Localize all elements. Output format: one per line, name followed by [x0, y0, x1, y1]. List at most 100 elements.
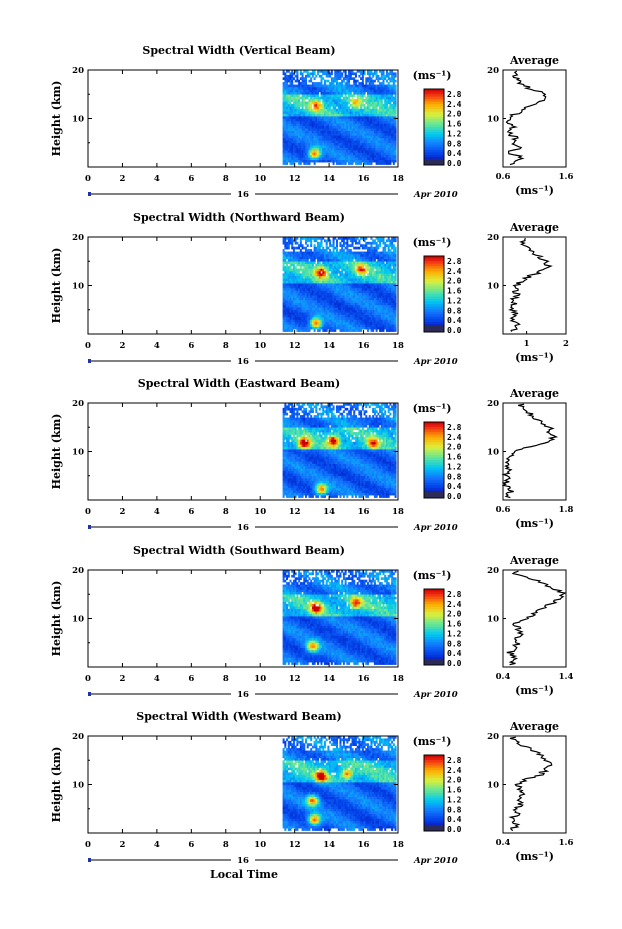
heatmap-cell [323, 263, 326, 267]
heatmap-cell [368, 302, 371, 306]
heatmap-cell [305, 312, 308, 315]
heatmap-cell [341, 297, 344, 301]
heatmap-cell [389, 324, 392, 328]
heatmap-cell [292, 123, 295, 127]
heatmap-cell [308, 157, 311, 161]
heatmap-cell [384, 312, 387, 315]
heatmap-cell [284, 287, 287, 291]
heatmap-cell [292, 150, 295, 153]
heatmap-cell [291, 329, 294, 332]
heatmap-cell [341, 317, 344, 320]
heatmap-cell [353, 300, 356, 303]
heatmap-cell [301, 251, 304, 255]
heatmap-cell [303, 314, 306, 318]
heatmap-cell [308, 278, 311, 281]
heatmap-cell [351, 275, 354, 279]
heatmap-cell [379, 292, 382, 296]
heatmap-cell [311, 133, 314, 136]
heatmap-cell [303, 140, 306, 144]
heatmap-cell [385, 74, 388, 78]
heatmap-cell [373, 106, 376, 110]
heatmap-cell [286, 251, 289, 255]
heatmap-cell [368, 150, 371, 153]
heatmap-cell [282, 473, 285, 477]
heatmap-cell [358, 297, 361, 301]
heatmap-cell [380, 103, 383, 107]
heatmap-cell [379, 135, 382, 139]
heatmap-cell [360, 266, 363, 269]
heatmap-cell [282, 237, 285, 240]
heatmap-cell [282, 427, 285, 430]
heatmap-cell [298, 145, 301, 148]
heatmap-cell [322, 285, 325, 289]
heatmap-cell [342, 292, 345, 296]
heatmap-cell [282, 412, 285, 416]
heatmap-cell [329, 266, 332, 269]
heatmap-cell [292, 317, 295, 320]
heatmap-cell [346, 246, 349, 250]
heatmap-cell [311, 290, 314, 294]
heatmap-cell [392, 91, 395, 95]
heatmap-cell [363, 140, 366, 144]
heatmap-cell [346, 113, 349, 117]
heatmap-cell [282, 159, 285, 163]
heatmap-cell [342, 290, 345, 294]
heatmap-cell [392, 137, 395, 141]
heatmap-cell [382, 292, 385, 296]
heatmap-cell [392, 123, 395, 127]
heatmap-cell [385, 295, 388, 298]
heatmap-cell [317, 319, 320, 323]
heatmap-cell [318, 278, 321, 281]
heatmap-cell [311, 142, 314, 146]
heatmap-cell [332, 300, 335, 303]
heatmap-cell [375, 295, 378, 298]
heatmap-cell [353, 108, 356, 112]
heatmap-cell [389, 142, 392, 146]
heatmap-cell [337, 116, 340, 119]
heatmap-cell [292, 246, 295, 250]
heatmap-cell [299, 300, 302, 303]
heatmap-cell [305, 113, 308, 117]
heatmap-cell [299, 137, 302, 141]
heatmap-cell [322, 302, 325, 306]
heatmap-cell [344, 256, 347, 260]
heatmap-cell [382, 108, 385, 112]
heatmap-cell [344, 251, 347, 255]
heatmap-cell [370, 140, 373, 144]
heatmap-cell [306, 321, 309, 325]
heatmap-cell [310, 319, 313, 323]
heatmap-cell [322, 251, 325, 255]
heatmap-cell [391, 72, 394, 76]
heatmap-cell [361, 125, 364, 129]
heatmap-cell [368, 266, 371, 269]
heatmap-cell [325, 128, 328, 131]
heatmap-cell [284, 72, 287, 76]
heatmap-cell [322, 137, 325, 141]
heatmap-cell [380, 270, 383, 274]
heatmap-cell [318, 317, 321, 320]
x-tick-label: 8 [223, 341, 229, 351]
heatmap-cell [389, 263, 392, 267]
heatmap-cell [361, 314, 364, 318]
heatmap-cell [372, 159, 375, 163]
heatmap-cell [325, 256, 328, 260]
heatmap-cell [342, 297, 345, 301]
heatmap-cell [360, 96, 363, 100]
heatmap-cell [282, 142, 285, 146]
heatmap-cell [344, 118, 347, 122]
heatmap-cell [296, 74, 299, 78]
heatmap-cell [373, 135, 376, 139]
heatmap-cell [299, 120, 302, 124]
heatmap-cell [379, 145, 382, 148]
heatmap-cell [332, 133, 335, 136]
heatmap-cell [303, 307, 306, 311]
heatmap-cell [336, 304, 339, 308]
heatmap-cell [317, 125, 320, 129]
heatmap-cell [384, 135, 387, 139]
heatmap-cell [339, 321, 342, 325]
heatmap-cell [320, 244, 323, 247]
heatmap-cell [346, 273, 349, 277]
heatmap-cell [299, 135, 302, 139]
heatmap-cell [286, 317, 289, 320]
heatmap-cell [298, 135, 301, 139]
